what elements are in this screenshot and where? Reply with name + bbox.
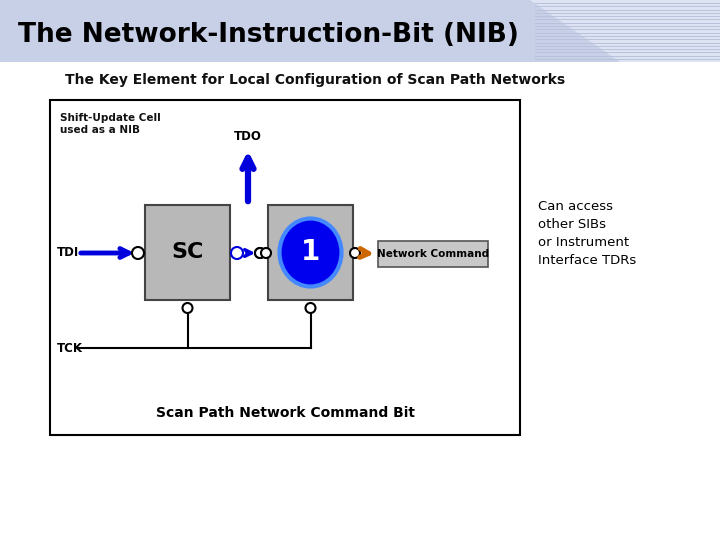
Text: Network Command: Network Command xyxy=(377,249,489,259)
Text: Scan Path Network Command Bit: Scan Path Network Command Bit xyxy=(156,406,415,420)
Circle shape xyxy=(305,303,315,313)
Circle shape xyxy=(261,248,271,258)
Bar xyxy=(268,205,353,300)
Text: TDO: TDO xyxy=(234,130,262,143)
Polygon shape xyxy=(530,0,720,62)
Bar xyxy=(378,241,488,267)
Text: The Key Element for Local Configuration of Scan Path Networks: The Key Element for Local Configuration … xyxy=(65,73,565,87)
Ellipse shape xyxy=(279,219,341,287)
Text: The Network-Instruction-Bit (NIB): The Network-Instruction-Bit (NIB) xyxy=(18,22,519,48)
Circle shape xyxy=(255,248,265,258)
Text: TCK: TCK xyxy=(57,341,83,354)
Text: 1: 1 xyxy=(301,239,320,267)
Text: TDI: TDI xyxy=(57,246,79,260)
Circle shape xyxy=(255,248,265,258)
Circle shape xyxy=(231,247,243,259)
Text: SC: SC xyxy=(171,242,204,262)
Circle shape xyxy=(350,248,360,258)
Bar xyxy=(50,100,520,435)
Text: Can access
other SIBs
or Instrument
Interface TDRs: Can access other SIBs or Instrument Inte… xyxy=(538,200,636,267)
Text: Shift-Update Cell
used as a NIB: Shift-Update Cell used as a NIB xyxy=(60,113,161,134)
Bar xyxy=(0,0,720,62)
Circle shape xyxy=(132,247,144,259)
Bar xyxy=(145,205,230,300)
Circle shape xyxy=(182,303,192,313)
